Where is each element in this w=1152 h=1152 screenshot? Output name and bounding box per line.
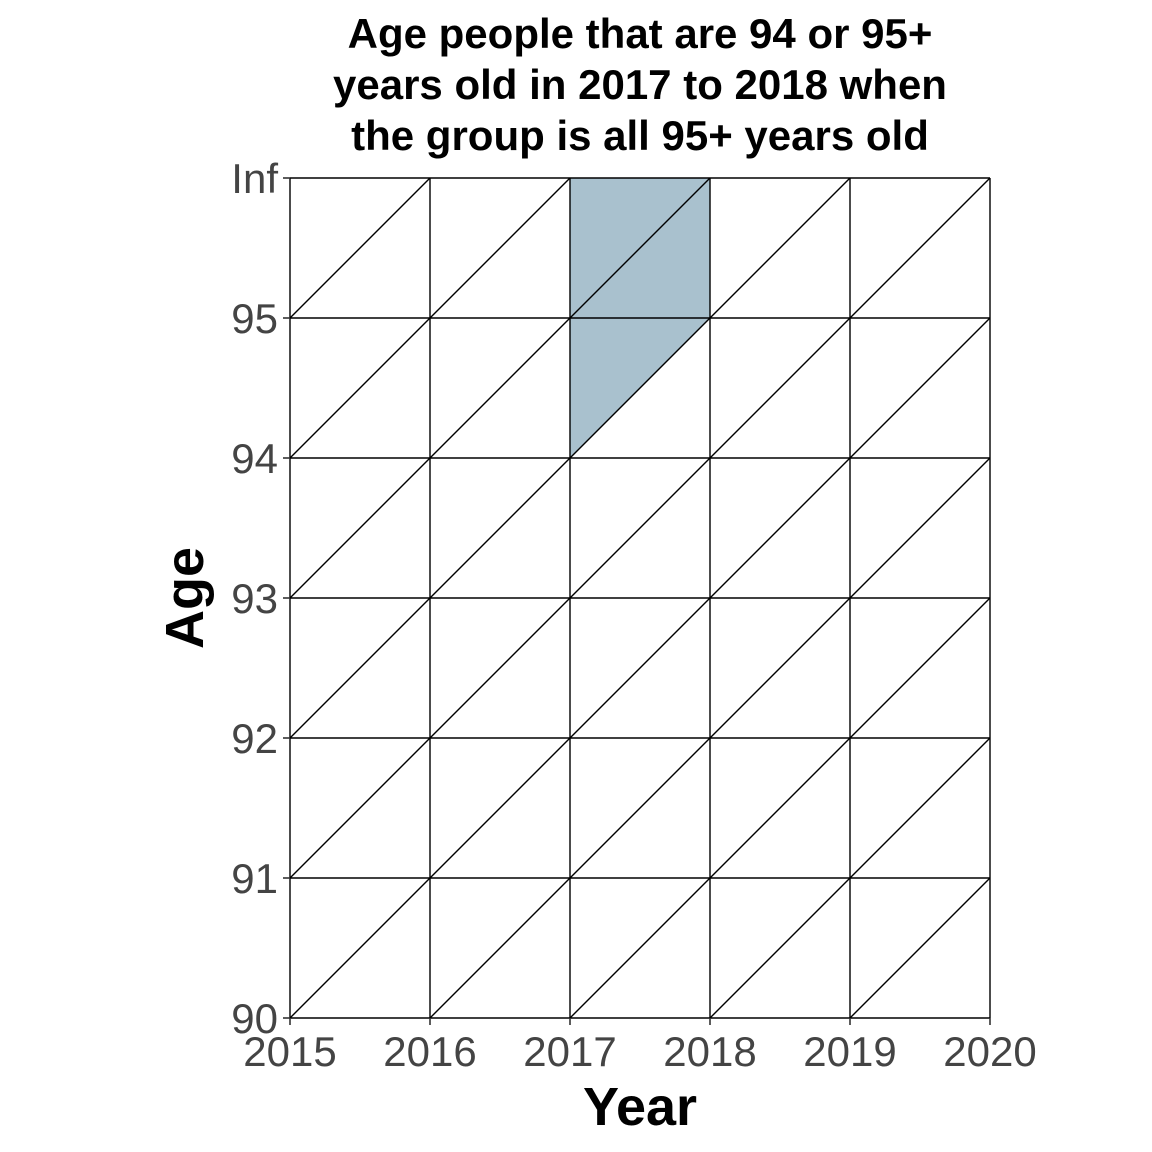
grid-diagonal-line <box>849 597 991 739</box>
grid-diagonal-line <box>429 737 571 879</box>
x-axis-title: Year <box>583 1077 697 1137</box>
grid-diagonal-line <box>849 317 991 459</box>
grid-diagonal-line <box>849 737 991 879</box>
y-tick-label: 94 <box>231 435 278 482</box>
grid-diagonal-line <box>569 457 711 599</box>
grid-diagonal-line <box>569 877 711 1019</box>
grid-diagonal-line <box>709 317 851 459</box>
chart-title-line: Age people that are 94 or 95+ <box>348 10 933 57</box>
grid-diagonal-line <box>709 177 851 319</box>
x-tick-label: 2015 <box>243 1028 336 1075</box>
grid-diagonal-line <box>289 737 431 879</box>
grid-diagonal-line <box>429 457 571 599</box>
chart-title-line: the group is all 95+ years old <box>351 112 929 159</box>
x-tick-label: 2017 <box>523 1028 616 1075</box>
y-tick-label: 90 <box>231 995 278 1042</box>
x-tick-label: 2019 <box>803 1028 896 1075</box>
grid-diagonal-line <box>569 177 711 319</box>
grid-diagonal-line <box>709 737 851 879</box>
grid-diagonal-line <box>569 737 711 879</box>
grid-diagonal-line <box>289 177 431 319</box>
grid-lines <box>289 177 991 1019</box>
grid-diagonal-line <box>289 877 431 1019</box>
x-tick-label: 2020 <box>943 1028 1036 1075</box>
y-tick-label: 95 <box>231 295 278 342</box>
grid-diagonal-line <box>429 177 571 319</box>
grid-diagonal-line <box>709 597 851 739</box>
grid-diagonal-line <box>429 877 571 1019</box>
chart-title-line: years old in 2017 to 2018 when <box>333 61 947 108</box>
x-tick-label: 2018 <box>663 1028 756 1075</box>
grid-diagonal-line <box>289 597 431 739</box>
x-axis-ticks: 2015 2016 2017 2018 2019 2020 <box>243 1018 1037 1075</box>
grid-diagonal-line <box>849 877 991 1019</box>
grid-diagonal-line <box>849 457 991 599</box>
y-tick-label: 91 <box>231 855 278 902</box>
y-tick-label: Inf <box>231 155 278 202</box>
y-tick-label: 92 <box>231 715 278 762</box>
grid-diagonal-line <box>709 457 851 599</box>
y-axis-ticks: 90 91 92 93 94 95 Inf <box>231 155 290 1042</box>
grid-diagonal-line <box>289 317 431 459</box>
grid-diagonal-line <box>289 457 431 599</box>
grid-diagonal-line <box>709 877 851 1019</box>
y-axis-title: Age <box>155 547 215 649</box>
grid-diagonal-line <box>429 597 571 739</box>
x-tick-label: 2016 <box>383 1028 476 1075</box>
grid-diagonal-line <box>569 317 711 459</box>
grid-diagonal-line <box>849 177 991 319</box>
grid-diagonal-line <box>569 597 711 739</box>
grid-diagonal-line <box>429 317 571 459</box>
y-tick-label: 93 <box>231 575 278 622</box>
chart-title: Age people that are 94 or 95+years old i… <box>333 10 947 159</box>
